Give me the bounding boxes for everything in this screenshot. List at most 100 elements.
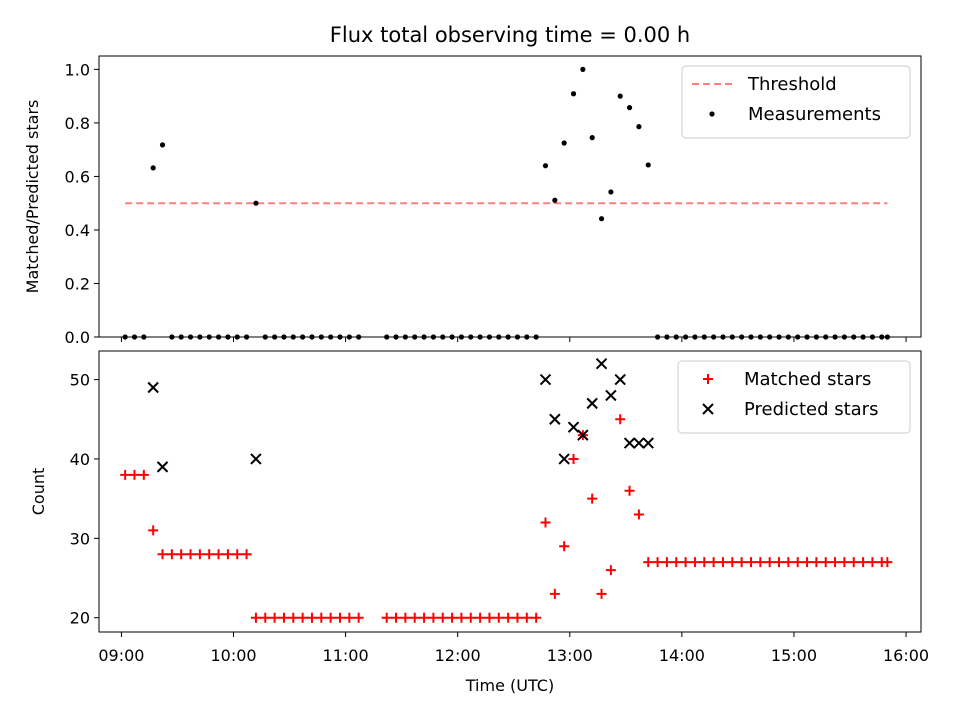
- data-point: [661, 557, 672, 568]
- data-point: [456, 612, 467, 623]
- data-point: [400, 612, 411, 623]
- data-point: [486, 334, 493, 340]
- data-point: [475, 612, 486, 623]
- data-point: [159, 142, 166, 148]
- data-point: [243, 334, 250, 340]
- data-point: [262, 334, 268, 340]
- legend-marker: [703, 374, 713, 384]
- data-point: [204, 549, 215, 560]
- data-point: [129, 469, 140, 480]
- data-point: [524, 334, 530, 340]
- data-point: [477, 334, 483, 340]
- data-point: [785, 334, 791, 340]
- top-panel-y-axis-label: Matched/Predicted stars: [23, 100, 42, 294]
- data-point: [325, 612, 336, 623]
- data-point: [458, 334, 465, 340]
- data-point: [409, 612, 420, 623]
- series-measurements: [122, 66, 890, 340]
- data-point: [774, 557, 785, 568]
- data-point: [664, 334, 670, 340]
- data-point: [559, 541, 570, 552]
- data-point: [521, 612, 532, 623]
- data-point: [213, 549, 224, 560]
- data-point: [558, 453, 570, 465]
- data-point: [654, 334, 661, 340]
- data-point: [804, 334, 810, 340]
- data-point: [652, 557, 663, 568]
- data-point: [353, 612, 364, 623]
- data-point: [767, 334, 773, 340]
- y-tick-label: 0.6: [65, 167, 90, 186]
- data-point: [683, 334, 689, 340]
- top-panel-matched-predicted-ratio: 0.0 0.2 0.4 0.6 0.8 1.0 Threshold Measurements: [65, 55, 922, 347]
- series-predicted-stars: [147, 357, 654, 473]
- bottom-panel-y-axis-label: Count: [29, 468, 48, 516]
- data-point: [633, 509, 644, 520]
- data-point: [318, 334, 324, 340]
- data-point: [250, 453, 262, 465]
- data-point: [552, 197, 558, 203]
- data-point: [503, 612, 514, 623]
- x-tick-label: 09:00: [98, 646, 144, 665]
- data-point: [309, 334, 315, 340]
- data-point: [187, 334, 194, 340]
- data-point: [222, 549, 233, 560]
- data-point: [792, 557, 803, 568]
- data-point: [549, 588, 560, 599]
- data-point: [617, 93, 623, 99]
- data-point: [514, 334, 521, 340]
- data-point: [120, 469, 131, 480]
- data-point: [570, 91, 577, 97]
- data-point: [851, 334, 857, 340]
- data-point: [234, 334, 240, 340]
- data-point: [692, 334, 698, 340]
- x-tick-label: 11:00: [323, 646, 369, 665]
- data-point: [586, 397, 598, 410]
- data-point: [493, 612, 504, 623]
- data-point: [642, 437, 654, 449]
- data-point: [131, 334, 138, 340]
- data-point: [156, 461, 169, 473]
- data-point: [430, 334, 437, 340]
- data-point: [542, 163, 549, 169]
- legend-box: [681, 65, 911, 139]
- data-point: [757, 334, 763, 340]
- data-point: [643, 557, 654, 568]
- data-point: [281, 334, 287, 340]
- data-point: [561, 140, 567, 146]
- data-point: [468, 334, 474, 340]
- data-point: [729, 334, 735, 340]
- data-point: [823, 334, 829, 340]
- data-point: [176, 549, 187, 560]
- data-point: [356, 334, 362, 340]
- x-tick-label: 16:00: [883, 646, 929, 665]
- data-point: [832, 334, 838, 340]
- data-point: [449, 334, 455, 340]
- data-point: [605, 565, 616, 576]
- data-point: [306, 612, 317, 623]
- data-point: [197, 334, 203, 340]
- data-point: [122, 334, 128, 340]
- data-point: [496, 334, 502, 340]
- data-point: [608, 189, 614, 195]
- data-point: [290, 334, 296, 340]
- data-point: [206, 334, 212, 340]
- data-point: [568, 453, 579, 464]
- data-point: [701, 334, 707, 340]
- data-point: [334, 612, 345, 623]
- data-point: [225, 334, 231, 340]
- y-tick-label: 0.0: [65, 328, 90, 347]
- data-point: [539, 373, 552, 386]
- y-tick-label: 1.0: [65, 60, 90, 79]
- x-tick-label: 12:00: [435, 646, 481, 665]
- data-point: [440, 334, 446, 340]
- legend-label: Measurements: [748, 104, 881, 125]
- data-point: [412, 334, 418, 340]
- data-point: [605, 389, 617, 402]
- data-point: [337, 334, 343, 340]
- data-point: [699, 557, 710, 568]
- legend-label: Matched stars: [744, 369, 871, 390]
- data-point: [820, 557, 831, 568]
- data-point: [272, 334, 278, 340]
